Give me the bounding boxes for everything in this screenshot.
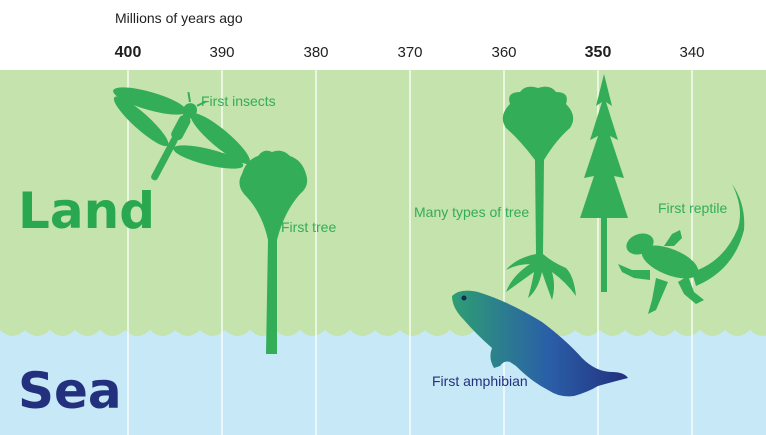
dragonfly-icon xyxy=(113,87,251,181)
event-label-reptile: First reptile xyxy=(658,200,727,216)
event-label-insects: First insects xyxy=(201,93,276,109)
lizard-icon xyxy=(618,184,745,314)
sea-label: Sea xyxy=(18,362,122,420)
amphibian-icon xyxy=(452,290,628,397)
tick-label-350: 350 xyxy=(585,44,612,61)
tick-label-340: 340 xyxy=(679,44,704,61)
axis-title: Millions of years ago xyxy=(115,10,243,26)
fern-tree-icon xyxy=(502,86,576,301)
conifer-icon xyxy=(580,74,628,292)
land-label: Land xyxy=(18,182,155,240)
axis-ticks: 400 390 380 370 360 350 340 xyxy=(115,44,705,61)
tick-label-360: 360 xyxy=(491,44,516,61)
event-label-amphibian: First amphibian xyxy=(432,373,528,389)
event-label-many-trees: Many types of tree xyxy=(414,204,529,220)
tree-icon xyxy=(239,150,308,354)
tick-label-390: 390 xyxy=(209,44,234,61)
tick-label-380: 380 xyxy=(303,44,328,61)
event-label-tree: First tree xyxy=(281,219,336,235)
tick-label-400: 400 xyxy=(115,44,142,61)
tick-label-370: 370 xyxy=(397,44,422,61)
